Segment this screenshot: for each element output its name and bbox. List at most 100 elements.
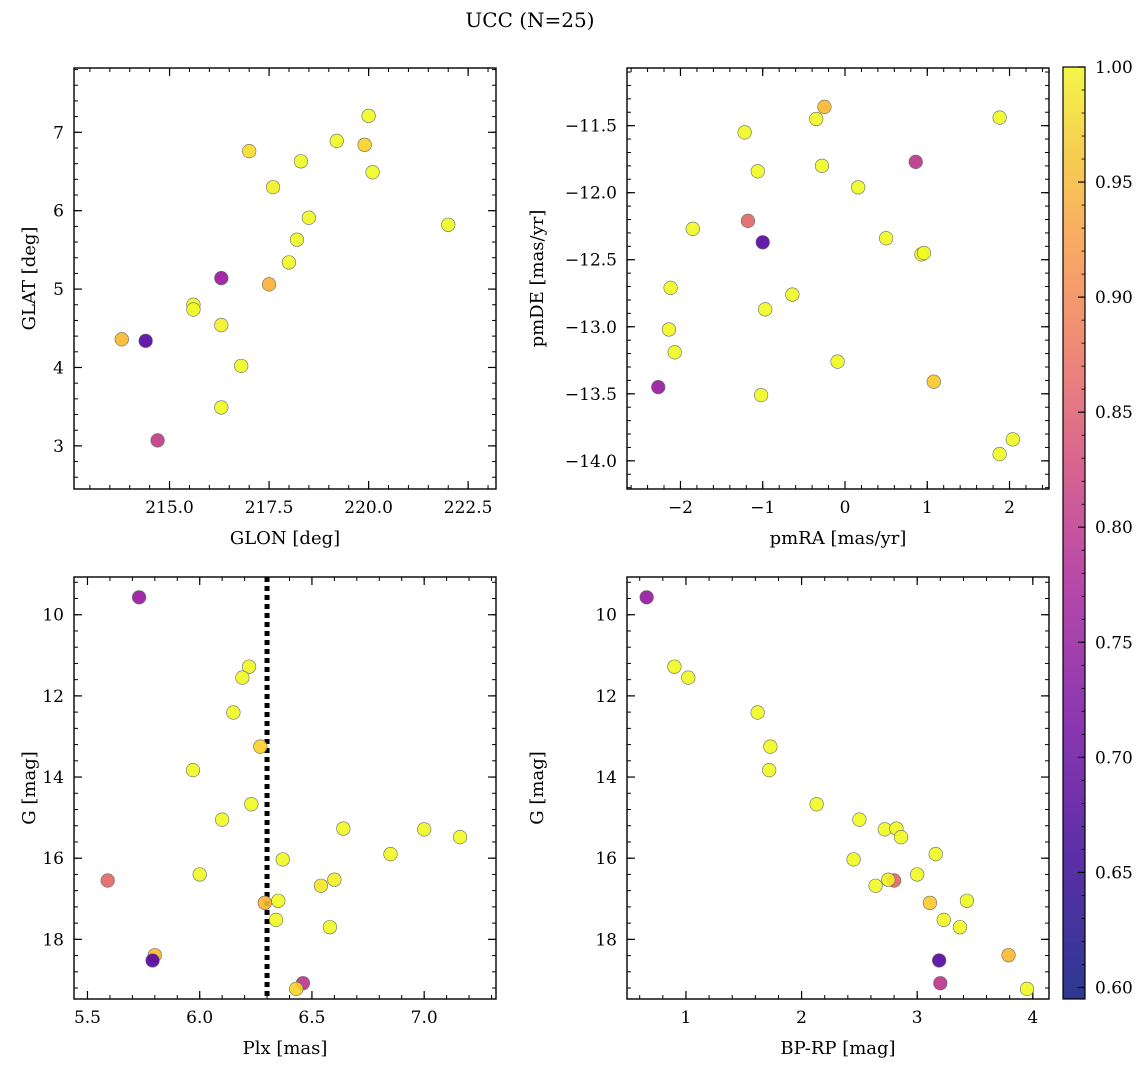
x-tick-label: 2 <box>1004 498 1015 518</box>
scatter-point <box>809 797 824 812</box>
x-tick-label: 217.5 <box>245 498 294 518</box>
scatter-point <box>639 590 654 605</box>
y-tick-label: −13.5 <box>565 385 617 405</box>
scatter-point <box>1001 948 1016 963</box>
y-tick-label: −12.0 <box>565 184 617 204</box>
scatter-point <box>922 895 938 910</box>
x-tick-label: 215.0 <box>145 498 194 518</box>
scatter-point <box>926 374 941 389</box>
scatter-point <box>261 277 277 292</box>
scatter-point <box>959 893 975 908</box>
scatter-point <box>667 345 682 360</box>
x-tick-label: 220.0 <box>344 498 393 518</box>
scatter-point <box>681 670 696 685</box>
y-tick-label: −14.0 <box>565 452 617 472</box>
y-tick-label: 6 <box>53 202 64 222</box>
scatter-point <box>851 180 866 195</box>
scatter-point <box>932 953 947 968</box>
scatter-point <box>327 872 342 887</box>
y-tick-label: 7 <box>53 123 64 143</box>
colorbar-tick-label: 0.85 <box>1095 403 1133 423</box>
scatter-point <box>244 797 259 812</box>
scatter-point <box>242 144 257 159</box>
x-tick-label: −2 <box>668 498 693 518</box>
x-tick-label: 0 <box>840 498 851 518</box>
scatter-point <box>100 873 115 888</box>
scatter-point <box>817 99 832 114</box>
scatter-point <box>685 221 700 236</box>
scatter-point <box>661 322 677 337</box>
scatter-point <box>785 287 800 302</box>
scatter-point <box>186 302 201 317</box>
scatter-point <box>192 867 207 882</box>
colorbar-tick-label: 0.90 <box>1095 288 1133 308</box>
x-axis-label: BP-RP [mag] <box>780 1038 895 1059</box>
scatter-point <box>268 912 284 927</box>
scatter-point <box>329 133 344 149</box>
scatter-point <box>361 108 376 123</box>
y-tick-label: −12.5 <box>565 251 617 271</box>
scatter-point <box>936 912 951 927</box>
scatter-point <box>663 280 678 295</box>
scatter-point <box>281 255 297 270</box>
scatter-point <box>763 739 778 754</box>
scatter-point <box>185 763 201 778</box>
y-tick-label: −13.0 <box>565 318 617 338</box>
scatter-point <box>750 705 765 720</box>
axes-frame <box>626 67 1050 490</box>
x-tick-label: 4 <box>1027 1008 1038 1028</box>
points-group <box>100 577 468 999</box>
scatter-point <box>737 125 752 140</box>
scatter-point <box>755 235 770 250</box>
points-group <box>639 590 1035 996</box>
scatter-point <box>114 332 129 347</box>
x-tick-label: 222.5 <box>444 498 493 518</box>
y-tick-label: 12 <box>42 687 64 707</box>
scatter-point <box>753 388 769 403</box>
scatter-point <box>846 852 861 867</box>
scatter-point <box>226 705 241 720</box>
figure-title: UCC (N=25) <box>465 8 594 32</box>
x-tick-label: 2 <box>796 1008 807 1028</box>
colorbar: 0.60 0.65 0.70 0.75 0.80 0.85 0.90 0.95 1.00 <box>1062 58 1133 1000</box>
scatter-point <box>365 165 380 180</box>
y-axis-label: G [mag] <box>19 751 40 824</box>
colorbar-tick-label: 0.95 <box>1095 173 1133 193</box>
scatter-point <box>138 333 153 348</box>
scatter-point <box>214 400 229 415</box>
scatter-point <box>992 447 1007 462</box>
x-axis-label: Plx [mas] <box>243 1038 328 1059</box>
x-tick-label: −1 <box>750 498 775 518</box>
y-axis-label: GLAT [deg] <box>19 227 40 331</box>
scatter-point <box>383 847 398 862</box>
x-tick-label: 5.5 <box>74 1008 101 1028</box>
panel-plx-g: 5.5 6.0 6.5 7.0 10 12 14 16 18 Plx [mas] G [mag] <box>19 576 497 1059</box>
scatter-point <box>357 137 372 152</box>
scatter-point <box>235 670 250 685</box>
colorbar-tick-label: 0.80 <box>1095 518 1133 538</box>
scatter-point <box>234 358 249 374</box>
scatter-point <box>271 893 286 908</box>
scatter-point <box>441 217 456 232</box>
y-tick-label: 5 <box>53 280 64 300</box>
colorbar-tick-label: 1.00 <box>1095 58 1133 78</box>
x-tick-label: 6.0 <box>186 1008 213 1028</box>
scatter-point <box>417 822 432 837</box>
y-axis-label: pmDE [mas/yr] <box>527 210 548 348</box>
y-tick-label: 16 <box>42 849 64 869</box>
x-axis-label: pmRA [mas/yr] <box>770 528 907 549</box>
scatter-point <box>762 763 777 778</box>
y-axis-label: G [mag] <box>527 751 548 824</box>
points-group <box>114 108 456 448</box>
panel-pmra-pmde: −2 −1 0 1 2 −14.0 −13.5 −13.0 −12.5 −12.0 −11.5 pmR… <box>527 67 1050 549</box>
scatter-point <box>916 245 932 261</box>
y-tick-label: 16 <box>595 849 617 869</box>
scatter-point <box>809 111 824 127</box>
x-tick-label: 7.0 <box>411 1008 438 1028</box>
scatter-point <box>150 433 165 448</box>
scatter-point <box>452 829 468 845</box>
y-tick-label: 18 <box>595 930 617 950</box>
scatter-point <box>293 154 309 169</box>
scatter-point <box>928 847 943 862</box>
